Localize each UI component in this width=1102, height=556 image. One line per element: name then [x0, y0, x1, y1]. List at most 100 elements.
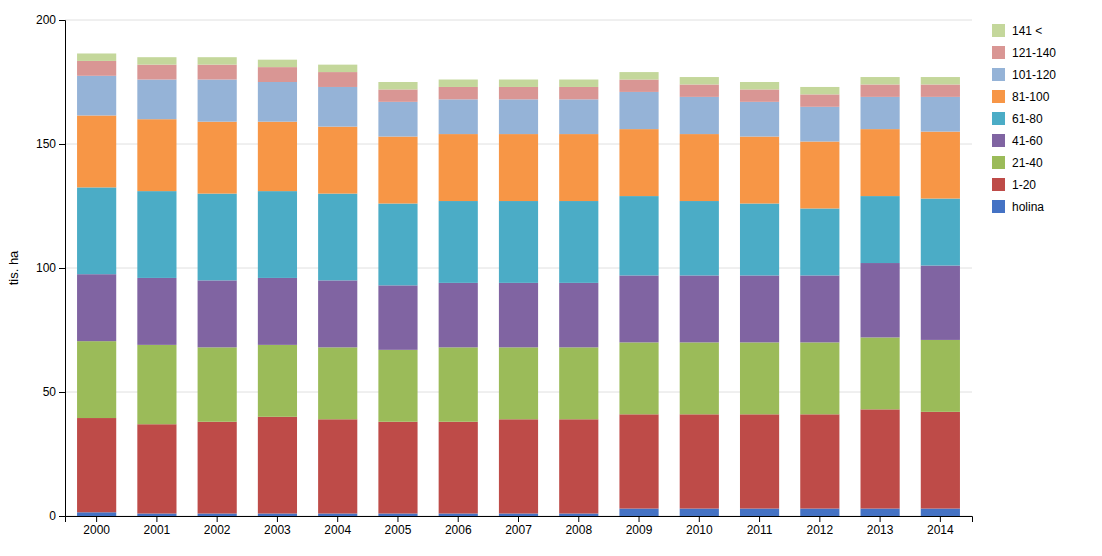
bar-segment	[499, 347, 538, 419]
bar-segment	[559, 283, 598, 347]
bar-segment	[800, 275, 839, 342]
tick-label: 2009	[626, 523, 653, 537]
tick-label: 50	[43, 385, 57, 399]
tick-label: 2008	[565, 523, 592, 537]
bar-segment	[378, 102, 417, 137]
tick-mark	[59, 516, 65, 517]
bar-segment	[559, 87, 598, 99]
bar-segment	[740, 275, 779, 342]
bar-segment	[378, 89, 417, 101]
tick-mark	[59, 144, 65, 145]
tick: 2010	[686, 516, 713, 537]
legend: 141 <121-140101-12081-10061-8041-6021-40…	[992, 24, 1056, 214]
bar-segment	[318, 127, 357, 194]
tick-mark	[59, 20, 65, 21]
legend-item: 121-140	[992, 46, 1056, 60]
bar-segment	[499, 87, 538, 99]
tick-label: 0	[49, 509, 56, 523]
bar-segment	[198, 122, 237, 194]
bar-segment	[439, 201, 478, 283]
bar-segment	[740, 102, 779, 137]
bar-segment	[740, 204, 779, 276]
bar-segment	[378, 285, 417, 349]
bar-segment	[800, 87, 839, 94]
bar-segment	[258, 122, 297, 191]
chart: 2000200120022003200420052006200720082009…	[0, 0, 1102, 556]
bar-segment	[318, 280, 357, 347]
bar-segment	[378, 514, 417, 516]
bar-segment	[258, 82, 297, 122]
plot: 2000200120022003200420052006200720082009…	[36, 13, 973, 536]
bar-segment	[740, 509, 779, 516]
bar-segment	[198, 347, 237, 421]
legend-label: 21-40	[1012, 156, 1043, 170]
bar-segment	[740, 82, 779, 89]
bar-segment	[861, 129, 900, 196]
legend-swatch	[992, 90, 1005, 103]
bar-segment	[499, 99, 538, 134]
axis-line	[66, 517, 973, 523]
bar-segment	[559, 80, 598, 87]
bar-segment	[378, 204, 417, 286]
tick: 2011	[747, 516, 773, 537]
legend-swatch	[992, 68, 1005, 81]
bar-segment	[861, 77, 900, 84]
legend-item: 101-120	[992, 68, 1056, 82]
tick-mark	[578, 516, 579, 522]
bar-segment	[258, 417, 297, 514]
legend-label: holina	[1012, 200, 1044, 214]
bar-segment	[680, 509, 719, 516]
legend-swatch	[992, 156, 1005, 169]
bar-segment	[499, 201, 538, 283]
bar-segment	[258, 191, 297, 278]
legend-item: 61-80	[992, 112, 1043, 126]
grid-line	[65, 20, 972, 21]
bar-segment	[318, 347, 357, 419]
bar-segment	[921, 77, 960, 84]
tick-mark	[759, 516, 760, 522]
bar-segment	[198, 514, 237, 516]
bar-segment	[137, 424, 176, 513]
tick-label: 2007	[505, 523, 532, 537]
bar-segment	[800, 509, 839, 516]
tick: 50	[43, 385, 65, 399]
tick: 2007	[505, 516, 532, 537]
tick-label: 150	[36, 137, 56, 151]
bar-segment	[861, 84, 900, 96]
bar-segment	[378, 82, 417, 89]
tick: 2006	[445, 516, 472, 537]
bar-segment	[559, 201, 598, 283]
legend-item: 41-60	[992, 134, 1043, 148]
bar-segment	[77, 512, 116, 516]
bar-segment	[559, 347, 598, 419]
bar-segment	[680, 342, 719, 414]
tick-label: 100	[36, 261, 56, 275]
legend-label: 81-100	[1012, 90, 1050, 104]
bar-segment	[559, 99, 598, 134]
bar-segment	[499, 514, 538, 516]
bar-segment	[800, 208, 839, 275]
bar-segment	[439, 422, 478, 514]
bar-segment	[137, 278, 176, 345]
legend-swatch	[992, 134, 1005, 147]
bar-segment	[740, 89, 779, 101]
bar-segment	[619, 80, 658, 92]
bar-segment	[439, 283, 478, 347]
bar-segment	[318, 419, 357, 513]
bar-segment	[378, 137, 417, 204]
tick-label: 2010	[686, 523, 713, 537]
bar-segment	[439, 347, 478, 421]
tick-mark	[59, 392, 65, 393]
bar-segment	[619, 414, 658, 508]
bar-segment	[439, 80, 478, 87]
legend-swatch	[992, 112, 1005, 125]
y-axis-title: tis. ha	[6, 250, 21, 285]
bar-segment	[198, 194, 237, 281]
tick-mark	[518, 516, 519, 522]
bar-segment	[439, 134, 478, 201]
tick-label: 2006	[445, 523, 472, 537]
grid	[65, 20, 972, 516]
bar-segment	[619, 72, 658, 79]
legend-swatch	[992, 178, 1005, 191]
tick: 2014	[927, 516, 954, 537]
